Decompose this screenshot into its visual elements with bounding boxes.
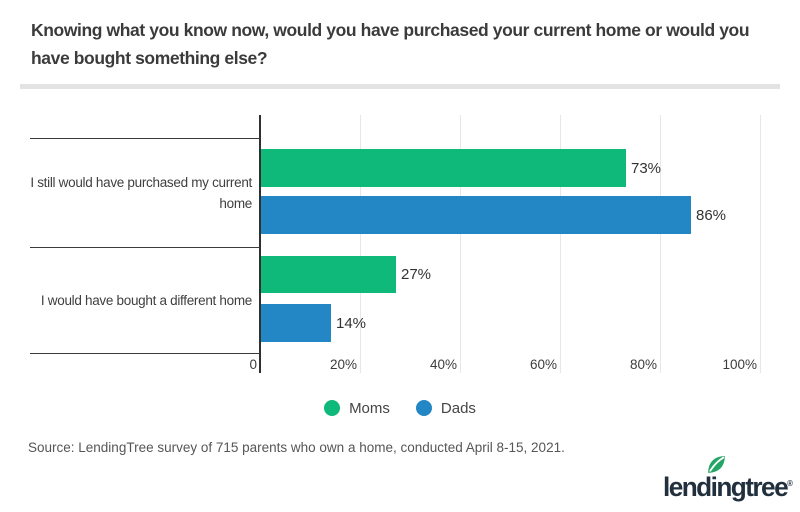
x-tick-label-80: 80% — [629, 356, 657, 372]
bar-moms-current-home — [261, 149, 626, 187]
x-tick-label-0: 0 — [249, 356, 257, 372]
gridline-20 — [360, 115, 361, 373]
row-divider-middle — [30, 247, 260, 248]
legend-label-dads: Dads — [440, 399, 476, 417]
bar-value-label: 27% — [401, 266, 432, 283]
gridline-100 — [760, 115, 761, 373]
lendingtree-logo: lendingtree® — [660, 452, 798, 504]
bar-value-label: 14% — [336, 314, 367, 332]
dads-swatch-icon — [415, 400, 432, 416]
bar-dads-different-home — [261, 304, 331, 342]
leaf-icon — [708, 456, 725, 473]
category-label-current-home: I still would have purchased my current … — [30, 138, 252, 247]
bar-value-label: 73% — [631, 159, 662, 177]
legend-item-moms: Moms — [324, 400, 390, 417]
row-divider-top — [30, 138, 260, 139]
legend-label-moms: Moms — [349, 399, 390, 417]
x-tick-label-40: 40% — [429, 356, 457, 372]
source-text: Source: LendingTree survey of 715 parent… — [28, 440, 565, 455]
x-tick-label-100: 100% — [722, 356, 757, 372]
gridline-60 — [560, 115, 561, 373]
x-tick-label-20: 20% — [329, 356, 357, 372]
bar-moms-different-home — [261, 256, 396, 293]
legend: Moms Dads — [0, 398, 800, 418]
category-label-different-home: I would have bought a different home — [30, 247, 252, 353]
bar-dads-current-home — [261, 196, 691, 234]
moms-swatch-icon — [324, 400, 341, 416]
logo-wordmark: lendingtree® — [663, 472, 793, 503]
legend-item-dads: Dads — [415, 399, 476, 417]
gridline-80 — [660, 115, 661, 373]
page-title: Knowing what you know now, would you hav… — [31, 16, 791, 72]
page-title-line2: have bought something else? — [31, 48, 268, 68]
title-divider — [20, 84, 780, 89]
category-label-line: home — [219, 195, 252, 211]
gridline-40 — [460, 115, 461, 373]
logo-text: lendingtree — [663, 472, 789, 502]
x-tick-label-60: 60% — [529, 356, 557, 372]
y-axis-line — [259, 115, 261, 373]
category-label-line: I would have bought a different home — [40, 292, 252, 308]
category-label-line: I still would have purchased my current — [30, 174, 252, 190]
row-divider-bottom — [30, 353, 260, 354]
registered-mark: ® — [787, 479, 793, 488]
page-title-line1: Knowing what you know now, would you hav… — [31, 20, 750, 40]
bar-value-label: 86% — [696, 206, 727, 224]
